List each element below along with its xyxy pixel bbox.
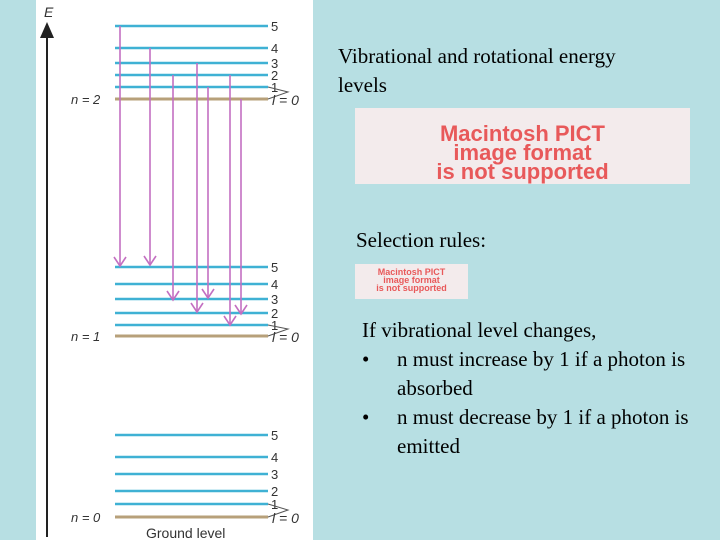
level-bracket [267, 503, 290, 518]
rotational-level-label: 5 [271, 19, 278, 34]
energy-axis-arrowhead [40, 22, 54, 38]
rule-text: n must decrease by 1 if a photon is emit… [397, 405, 689, 458]
energy-axis-label: E [44, 4, 54, 20]
vib-level-group: 5 4 3 21 n = 0 l = 0 [71, 428, 299, 526]
rule-item-emitted: • n must decrease by 1 if a photon is em… [362, 403, 714, 461]
selection-rules-heading: Selection rules: [356, 228, 487, 252]
slide-title: Vibrational and rotational energy levels [338, 44, 616, 97]
rotational-level-label: 1 [271, 318, 278, 333]
bullet-icon: • [362, 405, 370, 429]
rotational-level-label: 5 [271, 260, 278, 275]
pict-placeholder-small: Macintosh PICT image format is not suppo… [355, 264, 468, 299]
pict-line: Macintosh PICT [439, 121, 605, 146]
rotational-level-label: 3 [271, 56, 278, 71]
vibrational-level-label: n = 2 [71, 92, 101, 107]
l-zero-label: l = 0 [272, 510, 299, 526]
l-zero-label: l = 0 [272, 329, 299, 345]
rotational-level-label: 3 [271, 467, 278, 482]
level-bracket [267, 86, 290, 100]
pict-line: Macintosh PICT [377, 267, 446, 277]
rotational-level-label: 1 [271, 80, 278, 95]
pict-line: is not supported [436, 159, 609, 184]
pict-line: image format [383, 275, 440, 285]
transition-arrows [113, 26, 248, 327]
transition-arrow [166, 75, 180, 302]
pict-line: image format [453, 140, 592, 165]
bullet-icon: • [362, 347, 370, 371]
pict-placeholder-large: Macintosh PICT image format is not suppo… [355, 108, 690, 184]
selection-rules-text: If vibrational level changes, • n must i… [362, 316, 714, 461]
pict-line: is not supported [376, 283, 447, 293]
rotational-level-label: 1 [271, 497, 278, 512]
rotational-level-label: 2 [271, 484, 278, 499]
rotational-level-label: 3 [271, 292, 278, 307]
rules-intro: If vibrational level changes, [362, 318, 597, 342]
l-zero-label: l = 0 [272, 92, 299, 108]
transition-arrow [143, 48, 157, 267]
transition-arrow [201, 87, 215, 300]
rotational-level-label: 4 [271, 450, 278, 465]
rotational-level-label: 4 [271, 277, 278, 292]
rotational-level-label: 5 [271, 428, 278, 443]
transition-arrow [190, 63, 204, 314]
transition-arrow [234, 99, 248, 316]
level-bracket [267, 324, 290, 337]
rotational-level-label: 2 [271, 306, 278, 321]
vibrational-level-label: n = 0 [71, 510, 101, 525]
vibrational-level-label: n = 1 [71, 329, 100, 344]
rotational-level-label: 4 [271, 41, 278, 56]
transition-arrow [223, 75, 237, 327]
transition-arrow [113, 26, 127, 268]
rule-text: n must increase by 1 if a photon is abso… [397, 347, 686, 400]
rotational-level-label: 2 [271, 68, 278, 83]
rule-item-absorbed: • n must increase by 1 if a photon is ab… [362, 345, 714, 403]
ground-level-label: Ground level [146, 525, 225, 540]
